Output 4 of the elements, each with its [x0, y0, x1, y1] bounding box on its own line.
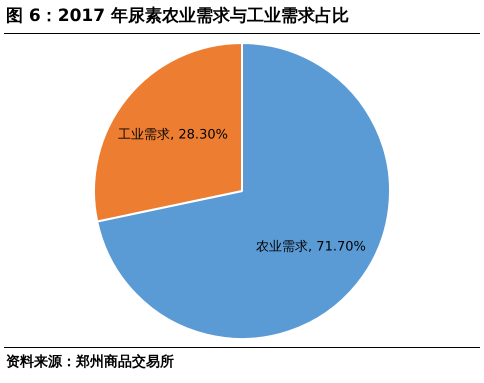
slice-label: 农业需求, 71.70%: [256, 239, 366, 254]
text: 资料来源：郑州商品交易所: [6, 353, 174, 371]
slice-label: 工业需求, 28.30%: [118, 127, 228, 142]
chart-title: 图 6：2017 年尿素农业需求与工业需求占比: [6, 5, 349, 27]
